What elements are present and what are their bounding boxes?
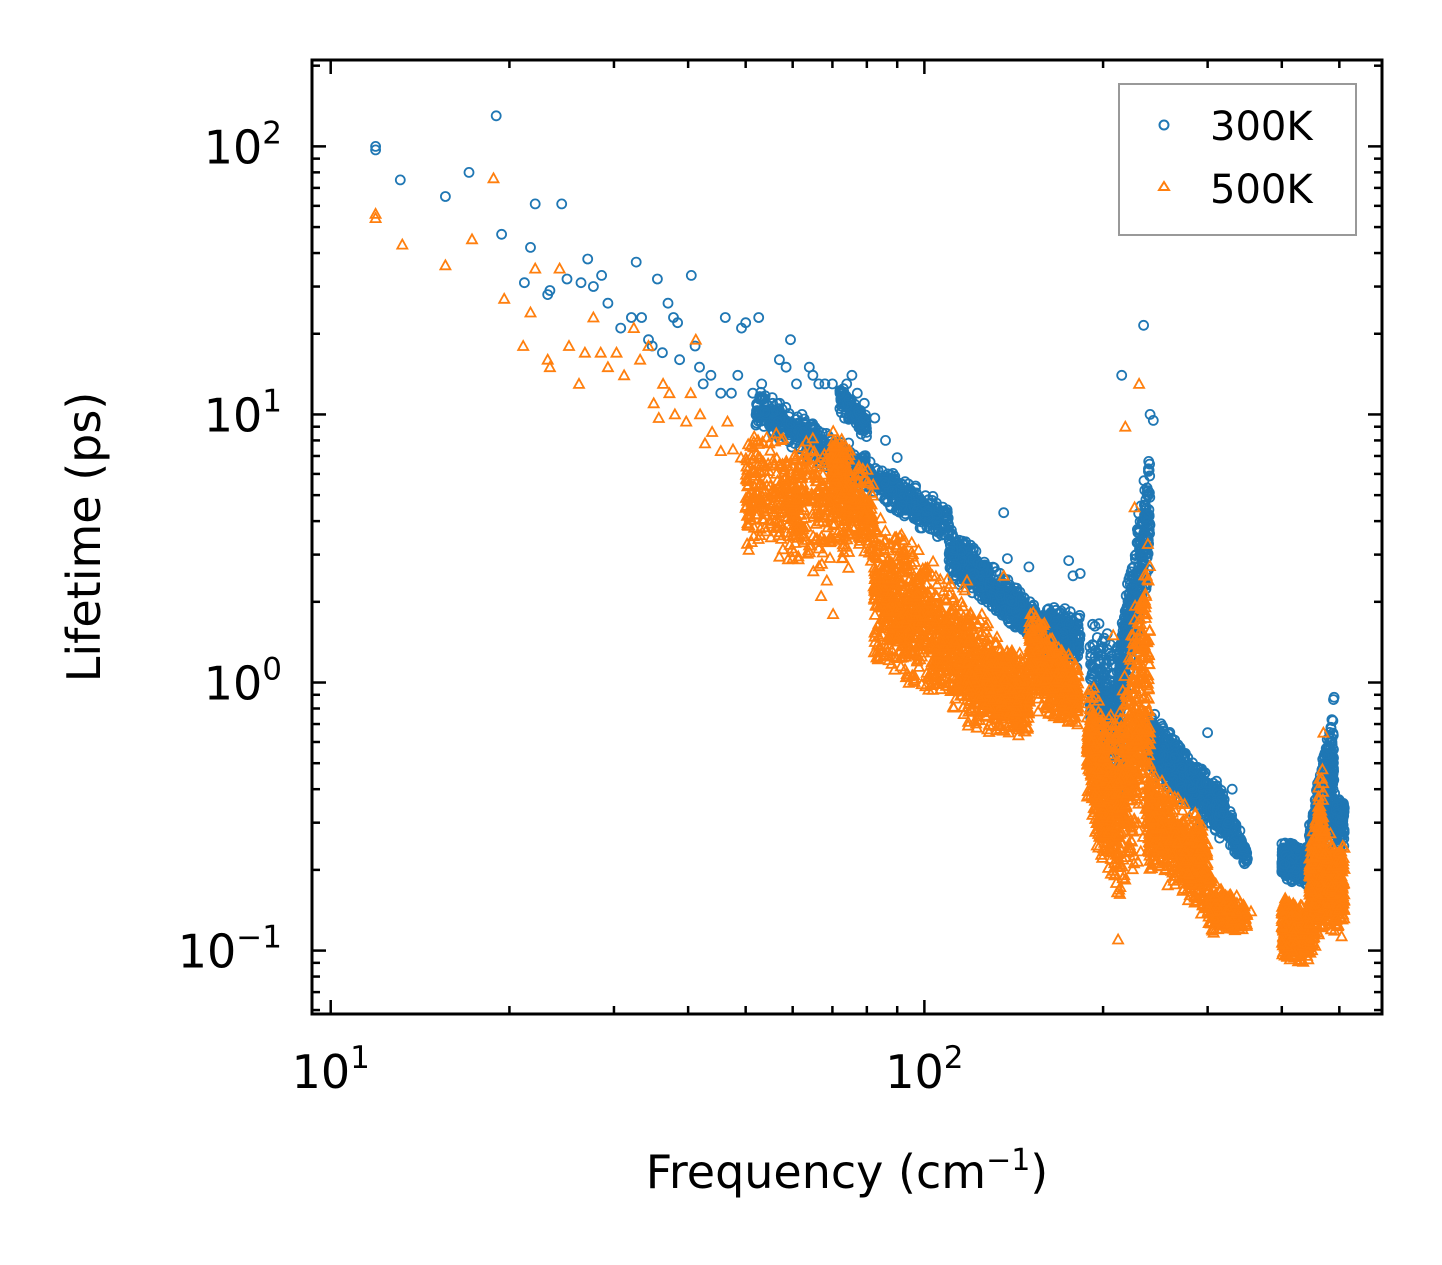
- point-300k: [896, 478, 908, 490]
- point-300k: [841, 408, 852, 420]
- point-300k: [857, 414, 869, 426]
- point-300k: [852, 405, 863, 417]
- point-300k: [766, 392, 778, 404]
- point-300k: [886, 485, 898, 496]
- point-300k: [861, 426, 873, 438]
- point-300k: [896, 500, 908, 512]
- point-300k: [923, 511, 934, 523]
- point-300k: [805, 422, 817, 434]
- point-300k: [888, 473, 900, 485]
- point-300k: [933, 527, 945, 538]
- point-300k: [843, 394, 855, 406]
- point-300k: [855, 452, 867, 464]
- point-300k: [801, 433, 813, 445]
- point-300k: [872, 464, 884, 476]
- point-300k: [853, 406, 864, 418]
- point-300k: [785, 417, 796, 429]
- point-300k: [758, 420, 770, 432]
- point-300k: [932, 503, 944, 515]
- point-300k: [904, 485, 916, 497]
- scatter-points: [369, 110, 1351, 967]
- point-300k: [894, 506, 905, 518]
- point-300k: [878, 476, 890, 488]
- point-300k: [884, 500, 896, 512]
- point-300k: [903, 478, 914, 490]
- point-300k: [911, 504, 923, 516]
- point-300k: [821, 427, 832, 439]
- point-300k: [771, 423, 782, 435]
- point-300k: [924, 523, 936, 535]
- point-300k: [772, 416, 784, 428]
- point-300k: [937, 501, 949, 513]
- point-300k: [916, 495, 928, 507]
- point-300k: [759, 406, 771, 418]
